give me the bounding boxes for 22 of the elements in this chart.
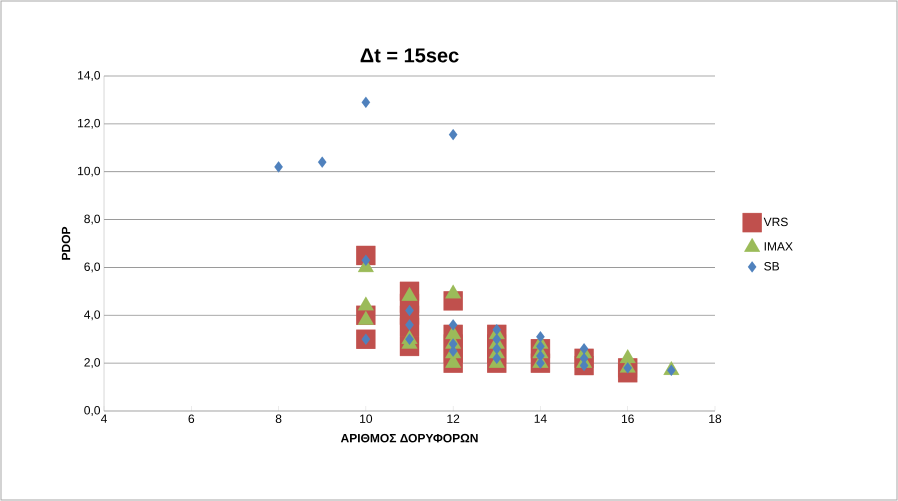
x-tick-label: 12 [447, 414, 460, 423]
y-tick-label: 6,0 [84, 262, 100, 272]
x-tick-label: 8 [276, 414, 282, 424]
legend-label: VRS [764, 218, 788, 226]
chart-title: Δt = 15sec [360, 48, 459, 62]
y-tick-label: 12,0 [78, 118, 100, 129]
x-tick-label: 10 [360, 414, 372, 424]
x-tick-label: 18 [709, 414, 722, 424]
y-tick-label: 8,0 [84, 214, 100, 225]
legend-label: SB [764, 262, 780, 270]
x-axis-title: ΑΡΙΘΜΟΣ ΔΟΡΥΦΟΡΩΝ [340, 434, 478, 442]
y-axis-title: PDOP [62, 226, 70, 260]
x-tick-label: 16 [622, 414, 634, 424]
y-tick-label: 14,0 [78, 71, 100, 81]
x-tick-label: 4 [100, 414, 107, 423]
x-tick-label: 14 [534, 414, 547, 423]
y-tick-label: 0,0 [84, 406, 100, 416]
y-tick-label: 10,0 [78, 166, 100, 177]
y-tick-label: 4,0 [84, 310, 100, 320]
y-tick-label: 2,0 [84, 358, 100, 368]
x-tick-label: 6 [188, 414, 194, 424]
legend-label: IMAX [764, 242, 793, 250]
